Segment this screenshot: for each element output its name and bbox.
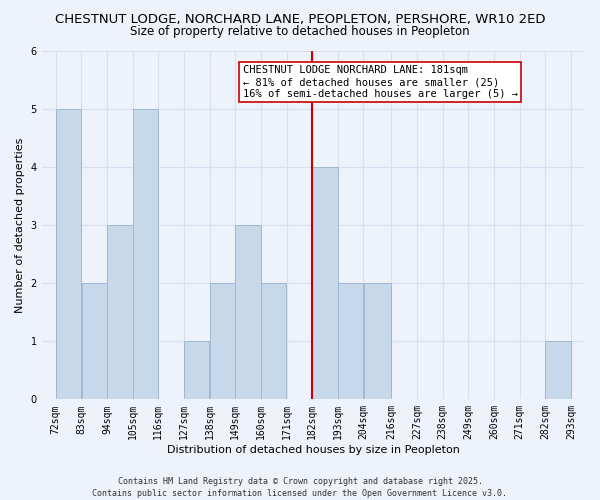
Bar [545,342,571,400]
Bar [107,226,133,400]
Bar [312,168,338,400]
Text: CHESTNUT LODGE, NORCHARD LANE, PEOPLETON, PERSHORE, WR10 2ED: CHESTNUT LODGE, NORCHARD LANE, PEOPLETON… [55,12,545,26]
Text: Contains HM Land Registry data © Crown copyright and database right 2025.
Contai: Contains HM Land Registry data © Crown c… [92,476,508,498]
Bar [82,284,107,400]
Text: Size of property relative to detached houses in Peopleton: Size of property relative to detached ho… [130,25,470,38]
Bar [184,342,209,400]
X-axis label: Distribution of detached houses by size in Peopleton: Distribution of detached houses by size … [167,445,460,455]
Bar [56,110,81,400]
Bar [235,226,261,400]
Y-axis label: Number of detached properties: Number of detached properties [15,138,25,313]
Bar [364,284,391,400]
Text: CHESTNUT LODGE NORCHARD LANE: 181sqm
← 81% of detached houses are smaller (25)
1: CHESTNUT LODGE NORCHARD LANE: 181sqm ← 8… [243,66,518,98]
Bar [338,284,364,400]
Bar [261,284,286,400]
Bar [210,284,235,400]
Bar [133,110,158,400]
